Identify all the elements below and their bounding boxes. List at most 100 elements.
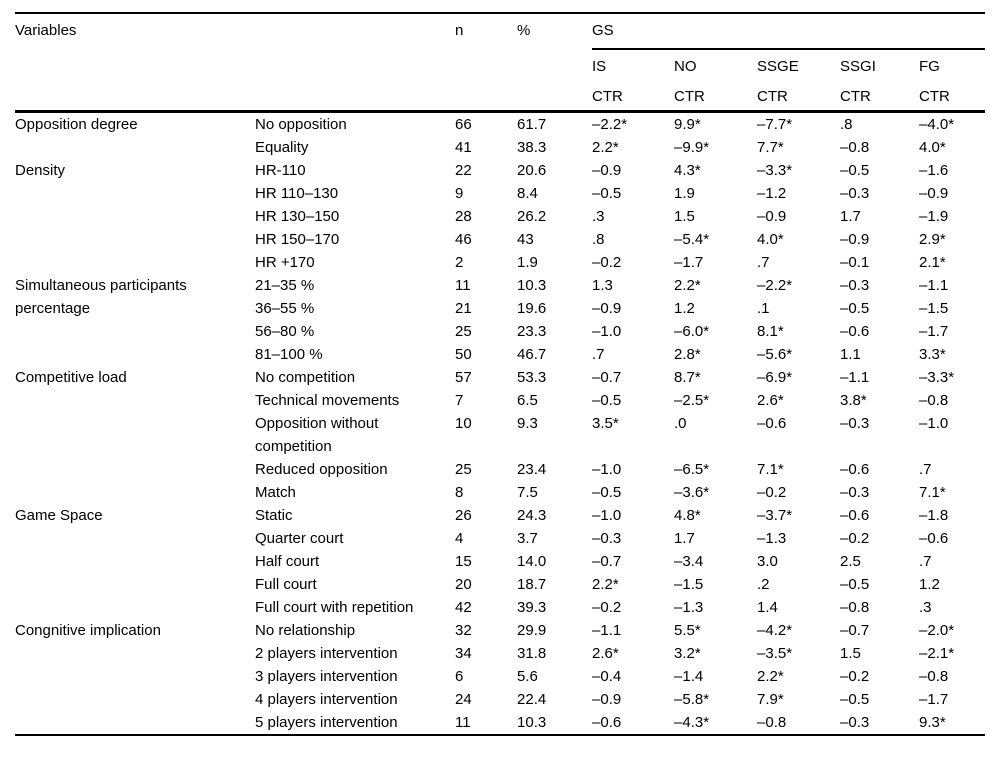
row-group-label: Opposition degree: [15, 116, 138, 133]
cell-ctr-is: –0.9: [592, 300, 622, 317]
cell-ctr-ssge: –0.2: [757, 484, 787, 501]
cell-ctr-fg: .7: [919, 461, 932, 478]
header-ctr-is: CTR: [592, 84, 675, 113]
cell-ctr-no: 1.7: [674, 530, 695, 547]
cell-percent: 18.7: [517, 576, 547, 593]
cell-ctr-ssge: –0.8: [757, 714, 787, 731]
table-row: Technical movements 7 6.5 –0.5 –2.5* 2.6* 3.8*…: [15, 389, 985, 412]
cell-percent: 38.3: [517, 139, 547, 156]
cell-n: 11: [455, 714, 471, 731]
cell-category: HR +170: [255, 254, 315, 271]
cell-ctr-ssge: 2.2*: [757, 668, 784, 685]
cell-ctr-no: 1.9: [674, 185, 695, 202]
cell-n: 57: [455, 369, 472, 386]
cell-ctr-no: 9.9*: [674, 116, 701, 133]
header-variables: Variables: [15, 13, 456, 113]
cell-ctr-ssgi: –0.6: [840, 461, 870, 478]
cell-category: Full court with repetition: [255, 599, 414, 616]
cell-percent: 10.3: [517, 277, 547, 294]
cell-percent: 24.3: [517, 507, 547, 524]
cell-ctr-is: 2.2*: [592, 139, 619, 156]
cell-n: 24: [455, 691, 472, 708]
header-ctr-no: CTR: [674, 84, 758, 113]
cell-category: HR 110–130: [255, 185, 339, 202]
cell-ctr-ssge: –6.9*: [757, 369, 793, 386]
cell-n: 46: [455, 231, 472, 248]
row-group-label: Game Space: [15, 507, 103, 524]
table-row: 3 players intervention 6 5.6 –0.4 –1.4 2.2* –0…: [15, 665, 985, 688]
cell-ctr-is: .8: [592, 231, 605, 248]
cell-category: Quarter court: [255, 530, 344, 547]
cell-category: No competition: [255, 369, 356, 386]
cell-percent: 14.0: [517, 553, 547, 570]
cell-n: 34: [455, 645, 472, 662]
cell-ctr-no: 1.5: [674, 208, 695, 225]
cell-n: 11: [455, 277, 471, 294]
cell-ctr-no: –5.4*: [674, 231, 710, 248]
cell-percent: 7.5: [517, 484, 538, 501]
cell-category: 3 players intervention: [255, 668, 398, 685]
cell-percent: 61.7: [517, 116, 547, 133]
cell-ctr-ssgi: –0.7: [840, 622, 870, 639]
cell-ctr-is: –1.0: [592, 507, 622, 524]
table-row: 56–80 % 25 23.3 –1.0 –6.0* 8.1* –0.6 –1.7: [15, 320, 985, 343]
table-row: Competitive load No competition 57 53.3 –0.7…: [15, 366, 985, 389]
cell-ctr-no: 4.8*: [674, 507, 701, 524]
cell-ctr-is: –1.0: [592, 323, 622, 340]
cell-ctr-no: 3.2*: [674, 645, 701, 662]
table-row: HR 130–150 28 26.2 .3 1.5 –0.9 1.7 –1.9: [15, 205, 985, 228]
cell-ctr-ssgi: 2.5: [840, 553, 861, 570]
cell-ctr-fg: –1.9: [919, 208, 949, 225]
cell-category: 4 players intervention: [255, 691, 398, 708]
cell-ctr-ssge: .1: [757, 300, 770, 317]
cell-ctr-fg: 4.0*: [919, 139, 946, 156]
cell-ctr-ssgi: –0.6: [840, 507, 870, 524]
cell-ctr-no: –1.7: [674, 254, 704, 271]
cell-ctr-is: –1.0: [592, 461, 622, 478]
cell-ctr-ssge: 7.1*: [757, 461, 784, 478]
cell-ctr-ssge: 3.0: [757, 553, 778, 570]
cell-ctr-ssge: .2: [757, 576, 770, 593]
cell-percent: 29.9: [517, 622, 547, 639]
cell-ctr-no: –2.5*: [674, 392, 710, 409]
table-row: Opposition degree No opposition 66 61.7 –2.2…: [15, 112, 985, 137]
cell-ctr-no: 2.8*: [674, 346, 701, 363]
cell-ctr-ssgi: –0.3: [840, 415, 870, 432]
header-row-subcolumns: IS NO SSGE SSGI FG: [15, 49, 985, 84]
cell-ctr-fg: 1.2: [919, 576, 940, 593]
cell-n: 7: [455, 392, 464, 409]
table-row: 5 players intervention 11 10.3 –0.6 –4.3* –0.…: [15, 711, 985, 735]
cell-ctr-fg: –0.6: [919, 530, 949, 547]
cell-n: 66: [455, 116, 472, 133]
table-row: Half court 15 14.0 –0.7 –3.4 3.0 2.5 .7: [15, 550, 985, 573]
cell-ctr-ssgi: –0.8: [840, 139, 870, 156]
cell-ctr-no: –4.3*: [674, 714, 710, 731]
table-row: 81–100 % 50 46.7 .7 2.8* –5.6* 1.1 3.3*: [15, 343, 985, 366]
cell-ctr-ssge: –7.7*: [757, 116, 793, 133]
cell-ctr-is: –0.7: [592, 369, 622, 386]
cell-ctr-is: .3: [592, 208, 605, 225]
cell-ctr-fg: –1.1: [919, 277, 949, 294]
cell-ctr-fg: –2.1*: [919, 645, 955, 662]
cell-ctr-no: –1.3: [674, 599, 704, 616]
cell-n: 25: [455, 323, 472, 340]
cell-ctr-ssge: –0.9: [757, 208, 787, 225]
cell-category: 21–35 %: [255, 277, 315, 294]
cell-ctr-ssge: –1.3: [757, 530, 787, 547]
table-row: Full court 20 18.7 2.2* –1.5 .2 –0.5 1.2: [15, 573, 985, 596]
header-fg: FG: [919, 58, 940, 75]
cell-ctr-ssgi: –0.5: [840, 576, 870, 593]
table-body: Opposition degree No opposition 66 61.7 –2.2…: [15, 112, 985, 736]
cell-category: Static: [255, 507, 293, 524]
cell-ctr-fg: 2.1*: [919, 254, 946, 271]
cell-ctr-ssge: –5.6*: [757, 346, 793, 363]
cell-category: Match: [255, 484, 296, 501]
header-no: NO: [674, 58, 697, 75]
table-row: Full court with repetition 42 39.3 –0.2 –1.3…: [15, 596, 985, 619]
cell-ctr-is: –0.7: [592, 553, 622, 570]
cell-ctr-is: .7: [592, 346, 605, 363]
cell-ctr-no: 4.3*: [674, 162, 701, 179]
cell-percent: 22.4: [517, 691, 547, 708]
cell-ctr-ssge: –0.6: [757, 415, 787, 432]
cell-n: 4: [455, 530, 464, 547]
